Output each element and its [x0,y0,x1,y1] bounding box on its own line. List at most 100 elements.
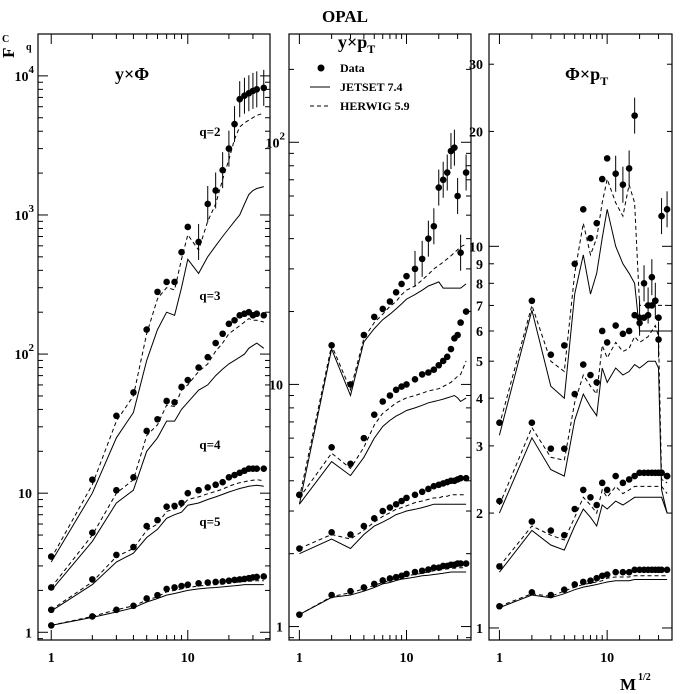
jetset-line [299,571,467,616]
y-label-sup: C [2,34,9,45]
jetset-line [50,342,265,591]
data-point [195,238,202,246]
y-label-main: F [0,48,18,58]
data-point [171,502,178,510]
data-point [219,330,226,338]
data-point [658,566,665,574]
data-point [462,169,470,176]
data-point [360,522,368,530]
data-point [625,568,633,576]
series-2 [296,474,470,555]
data-point [619,479,627,487]
data-point [195,364,202,371]
data-point [379,577,387,584]
data-point [113,606,120,614]
data-point [296,611,303,618]
data-point [204,353,212,361]
data-point [547,591,555,599]
data-point [598,327,606,335]
data-point [663,206,671,213]
q-label: q=3 [199,288,221,303]
y-axis-label: F C q [0,34,32,58]
data-point [612,472,619,480]
series-1: q=2 [47,124,268,629]
data-point [663,566,671,574]
herwig-line [50,112,264,559]
series-4 [296,129,470,505]
data-point [403,570,410,578]
data-point [370,411,378,418]
data-point [260,465,268,472]
y-tick-label: 104 [15,64,35,85]
data-point [392,289,400,296]
herwig-line [299,567,467,616]
data-point [328,342,335,349]
data-point [260,573,268,580]
data-point [212,481,219,489]
data-point [253,86,261,93]
data-point [457,319,464,326]
data-point [425,235,432,242]
herwig-line [498,324,668,506]
herwig-line [498,177,668,426]
data-point [403,494,410,502]
data-point [328,443,335,451]
data-point [154,288,161,296]
data-point [386,575,394,582]
data-point [655,314,662,322]
data-point [386,504,394,511]
data-point [528,589,536,596]
data-point [347,531,354,538]
data-point [496,563,503,570]
data-point [418,371,426,378]
herwig-line [51,580,264,626]
data-point [625,327,633,335]
data-point [612,322,619,329]
y-tick-label: 3 [476,440,483,455]
data-point [560,586,568,593]
data-point [462,308,470,315]
data-point [593,379,601,386]
data-point [462,474,470,482]
data-point [587,577,594,585]
data-point [231,120,238,128]
data-point [253,310,261,318]
data-point [347,460,354,468]
data-point [296,491,303,499]
data-point [636,314,643,322]
data-point [219,166,226,174]
panel-frame [37,33,271,641]
series-2: q=3 [47,288,268,614]
data-point [113,412,120,420]
data-point [457,474,464,482]
data-point [163,585,170,593]
data-point [603,339,611,346]
series-1 [496,566,671,610]
data-point [443,169,451,176]
data-point [178,383,185,391]
y-tick-label: 1 [276,621,283,636]
jetset-line [498,360,668,514]
data-point [154,591,161,599]
jetset-line [298,281,467,505]
data-point [260,312,268,319]
data-point [379,507,387,515]
data-point [547,351,555,359]
data-point [496,602,503,610]
data-point [184,489,192,497]
y-tick-label: 20 [469,125,483,140]
data-point [379,398,387,405]
data-point [447,345,455,353]
x-axis-label: M 1/2 [620,672,651,694]
data-point [379,305,387,313]
data-point [143,427,150,435]
data-point [204,579,212,586]
data-point [528,518,536,525]
data-point [496,497,503,505]
data-point [89,529,96,536]
data-point [212,187,219,194]
data-point [439,357,447,365]
data-point [560,445,568,452]
data-point [328,591,335,599]
series-3: q=4 [47,308,268,591]
